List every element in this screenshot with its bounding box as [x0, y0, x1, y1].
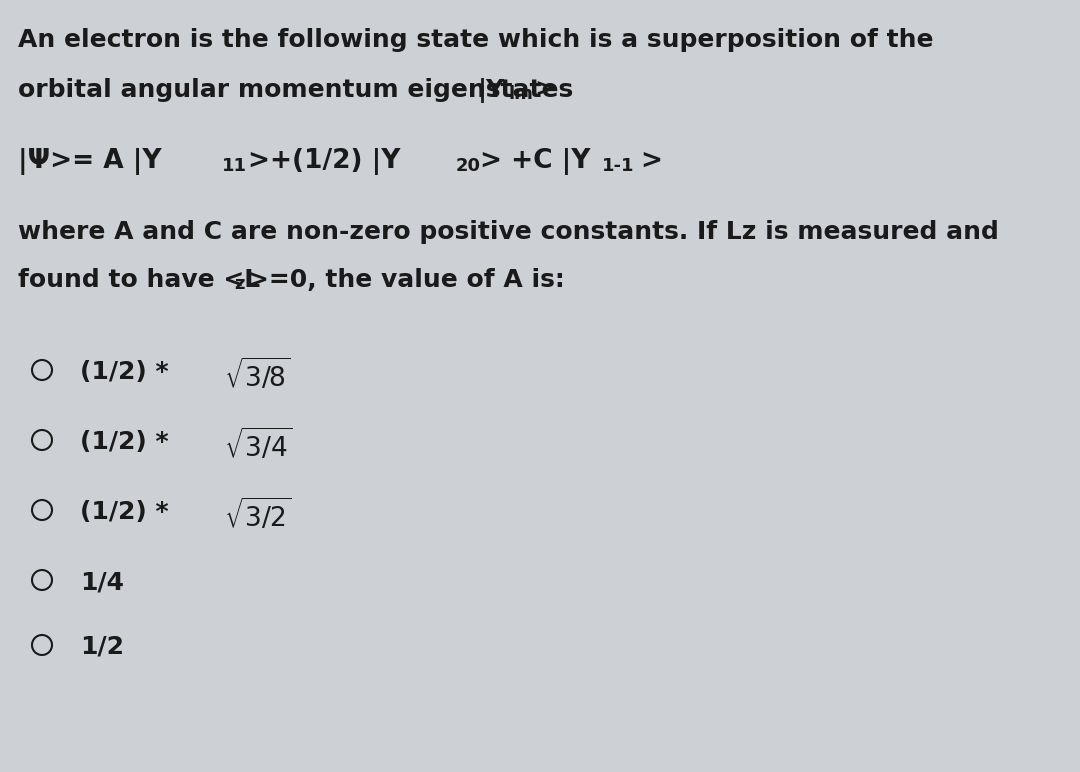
Text: > +C |Y: > +C |Y: [480, 148, 591, 175]
Text: |Ψ>= A |Y: |Ψ>= A |Y: [18, 148, 162, 175]
Text: z: z: [234, 275, 244, 293]
Text: (1/2) *: (1/2) *: [80, 360, 177, 384]
Text: orbital angular momentum eigenstates: orbital angular momentum eigenstates: [18, 78, 591, 102]
Text: An electron is the following state which is a superposition of the: An electron is the following state which…: [18, 28, 933, 52]
Text: 1-1: 1-1: [602, 157, 635, 175]
Text: found to have <L: found to have <L: [18, 268, 260, 292]
Text: |Y: |Y: [478, 78, 505, 103]
Text: (1/2) *: (1/2) *: [80, 430, 177, 454]
Text: 11: 11: [222, 157, 247, 175]
Text: $\sqrt{3/2}$: $\sqrt{3/2}$: [224, 497, 292, 533]
Text: 1/4: 1/4: [80, 570, 124, 594]
Text: (1/2) *: (1/2) *: [80, 500, 177, 524]
Text: >+(1/2) |Y: >+(1/2) |Y: [248, 148, 401, 175]
Text: lm: lm: [508, 85, 532, 103]
Text: where A and C are non-zero positive constants. If Lz is measured and: where A and C are non-zero positive cons…: [18, 220, 999, 244]
Text: $\sqrt{3/8}$: $\sqrt{3/8}$: [224, 357, 291, 393]
Text: >: >: [534, 78, 555, 102]
Text: >=0, the value of A is:: >=0, the value of A is:: [248, 268, 565, 292]
Text: 20: 20: [456, 157, 481, 175]
Text: $\sqrt{3/4}$: $\sqrt{3/4}$: [224, 427, 293, 462]
Text: 1/2: 1/2: [80, 635, 124, 659]
Text: >: >: [640, 148, 662, 174]
